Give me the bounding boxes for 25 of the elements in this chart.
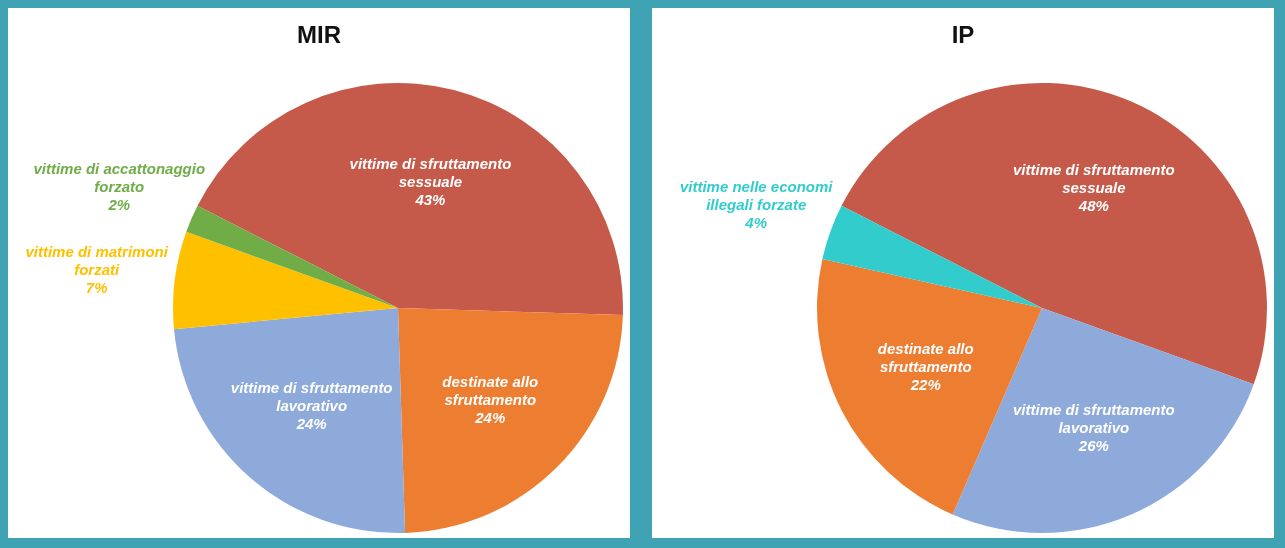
pie-slice bbox=[398, 308, 623, 533]
slice-label: vittime di sfruttamento sessuale bbox=[1012, 161, 1175, 197]
slice-label: vittime nelle economi illegali forzate bbox=[679, 178, 834, 214]
slice-label: destinate allo sfruttamento bbox=[877, 340, 974, 376]
slice-label: vittime di sfruttamento sessuale bbox=[349, 154, 512, 190]
chart-title: MIR bbox=[297, 21, 341, 48]
data-label: 4% bbox=[744, 214, 768, 232]
pie-slice bbox=[174, 308, 406, 533]
slice-label: vittime di accattonaggio forzato bbox=[33, 160, 206, 196]
data-label: 48% bbox=[1077, 197, 1109, 215]
data-label: 43% bbox=[414, 190, 446, 208]
data-label: 2% bbox=[107, 196, 131, 214]
data-label: 26% bbox=[1077, 436, 1109, 454]
data-label: 22% bbox=[909, 376, 941, 394]
pie-slice bbox=[173, 231, 398, 330]
pie-slice bbox=[822, 205, 1042, 308]
pie-slice bbox=[186, 205, 398, 308]
slice-label: vittime di sfruttamento lavorativo bbox=[1012, 400, 1175, 436]
slice-label: vittime di matrimoni forzati bbox=[25, 242, 169, 278]
slice-label: vittime di sfruttamento lavorativo bbox=[230, 378, 393, 414]
data-label: 24% bbox=[474, 409, 506, 427]
chart-title: IP bbox=[951, 21, 975, 48]
data-label: 24% bbox=[295, 414, 327, 432]
slice-label: destinate allo sfruttamento bbox=[442, 373, 539, 409]
data-label: 7% bbox=[85, 278, 108, 296]
